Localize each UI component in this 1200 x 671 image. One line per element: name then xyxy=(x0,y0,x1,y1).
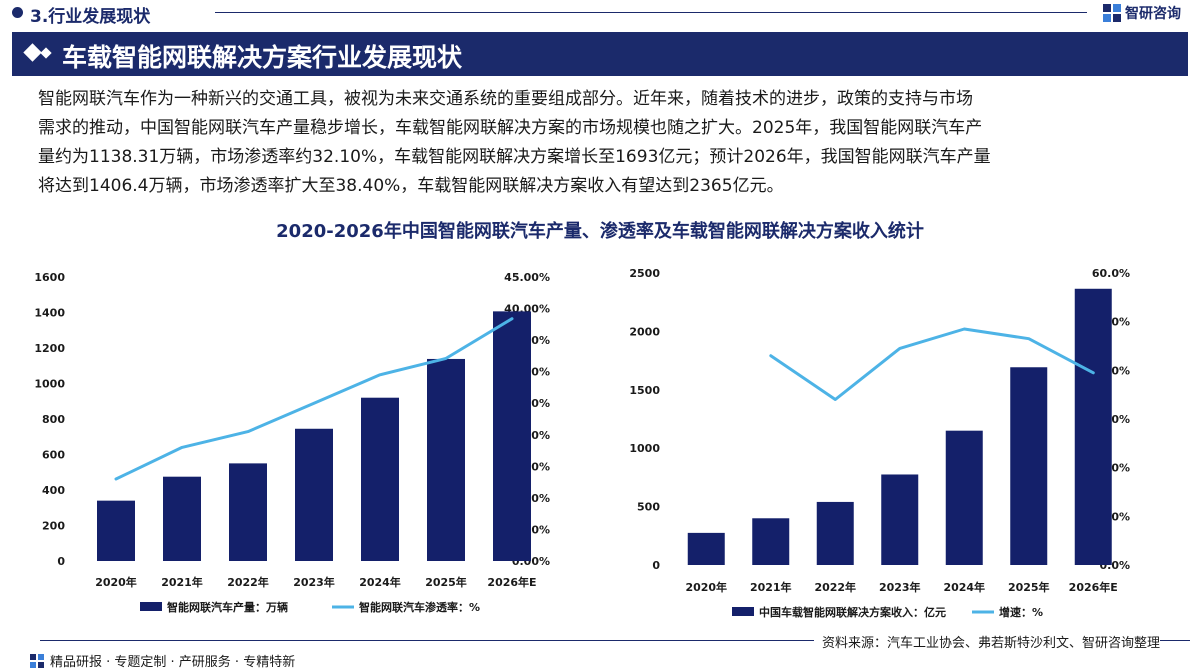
y-tick-label: 200 xyxy=(42,520,65,533)
y-right-tick-label: 45.00% xyxy=(504,271,550,284)
footer-tagline: 精品研报 · 专题定制 · 产研服务 · 专精特新 xyxy=(30,651,295,670)
x-tick-label: 2021年 xyxy=(161,575,203,589)
header-divider xyxy=(215,12,1087,13)
x-tick-label: 2023年 xyxy=(293,575,335,589)
legend-label: 中国车载智能网联解决方案收入：亿元 xyxy=(759,605,946,619)
brand-logo-icon xyxy=(1103,4,1121,22)
legend-label: 增速：% xyxy=(999,605,1043,619)
x-tick-label: 2023年 xyxy=(879,580,921,594)
x-tick-label: 2025年 xyxy=(425,575,467,589)
bar xyxy=(295,428,333,561)
paragraph-line: 量约为1138.31万辆，市场渗透率约32.10%，车载智能网联解决方案增长至1… xyxy=(38,147,991,167)
bar xyxy=(945,430,983,565)
bar xyxy=(97,500,135,561)
y-tick-label: 500 xyxy=(637,501,660,514)
legend-swatch-bar xyxy=(732,607,754,616)
bar xyxy=(163,476,201,561)
y-tick-label: 800 xyxy=(42,413,65,426)
tagline-text: 精品研报 · 专题定制 · 产研服务 · 专精特新 xyxy=(50,655,296,670)
source-note: 资料来源：汽车工业协会、弗若斯特沙利文、智研咨询整理 xyxy=(813,632,1160,651)
bar xyxy=(229,463,267,561)
y-tick-label: 600 xyxy=(42,449,65,462)
bar xyxy=(427,358,465,561)
y-tick-label: 1000 xyxy=(629,442,660,455)
charts-canvas: 020040060080010001200140016000.00%5.00%1… xyxy=(34,267,1130,619)
paragraph-line: 智能网联汽车作为一种新兴的交通工具，被视为未来交通系统的重要组成部分。近年来，随… xyxy=(38,89,973,109)
x-tick-label: 2024年 xyxy=(943,580,985,594)
y-tick-label: 400 xyxy=(42,484,65,497)
paragraph-line: 将达到1406.4万辆，市场渗透率扩大至38.40%，车载智能网联解决方案收入有… xyxy=(38,176,784,196)
y-tick-label: 0 xyxy=(652,559,660,572)
bar xyxy=(493,311,531,561)
title-banner: 车载智能网联解决方案行业发展现状 xyxy=(12,32,1188,76)
y-tick-label: 0 xyxy=(57,555,65,568)
x-tick-label: 2022年 xyxy=(227,575,269,589)
x-tick-label: 2020年 xyxy=(685,580,727,594)
brand: 智研咨询 xyxy=(1103,3,1181,23)
legend-swatch-bar xyxy=(140,602,162,611)
x-tick-label: 2022年 xyxy=(814,580,856,594)
x-tick-label: 2020年 xyxy=(95,575,137,589)
bar xyxy=(1074,288,1112,565)
section-bullet-icon xyxy=(12,7,23,18)
paragraph-line: 需求的推动，中国智能网联汽车产量稳步增长，车载智能网联解决方案的市场规模也随之扩… xyxy=(38,118,983,138)
top-bar: 3.行业发展现状 智研咨询 xyxy=(0,0,1200,27)
y-tick-label: 2500 xyxy=(629,267,660,280)
x-tick-label: 2021年 xyxy=(750,580,792,594)
x-tick-label: 2025年 xyxy=(1008,580,1050,594)
chart-title: 2020-2026年中国智能网联汽车产量、渗透率及车载智能网联解决方案收入统计 xyxy=(276,221,924,242)
y-tick-label: 1600 xyxy=(34,271,65,284)
series-line xyxy=(114,317,514,481)
y-right-tick-label: 60.0% xyxy=(1092,267,1130,280)
series-line xyxy=(769,327,1095,401)
bar xyxy=(752,518,790,565)
bar xyxy=(816,501,854,565)
banner-title: 车载智能网联解决方案行业发展现状 xyxy=(62,43,463,72)
y-tick-label: 1400 xyxy=(34,307,65,320)
section-heading: 3.行业发展现状 xyxy=(30,7,151,27)
intro-paragraph: 智能网联汽车作为一种新兴的交通工具，被视为未来交通系统的重要组成部分。近年来，随… xyxy=(38,85,1168,201)
legend-label: 智能网联汽车产量：万辆 xyxy=(167,600,288,614)
footer-divider xyxy=(40,640,1190,641)
x-tick-label: 2026年E xyxy=(1069,580,1118,594)
y-tick-label: 1500 xyxy=(629,384,660,397)
diamond-small-icon xyxy=(40,47,52,59)
x-tick-label: 2024年 xyxy=(359,575,401,589)
bar xyxy=(881,474,919,565)
x-tick-label: 2026年E xyxy=(487,575,536,589)
bar xyxy=(1010,367,1048,565)
footer-logo-icon xyxy=(30,653,44,668)
brand-name: 智研咨询 xyxy=(1125,6,1181,22)
legend-label: 智能网联汽车渗透率：% xyxy=(359,600,480,614)
y-tick-label: 1000 xyxy=(34,378,65,391)
y-tick-label: 1200 xyxy=(34,342,65,355)
bar xyxy=(361,397,399,561)
y-tick-label: 2000 xyxy=(629,325,660,338)
bar xyxy=(687,532,725,565)
